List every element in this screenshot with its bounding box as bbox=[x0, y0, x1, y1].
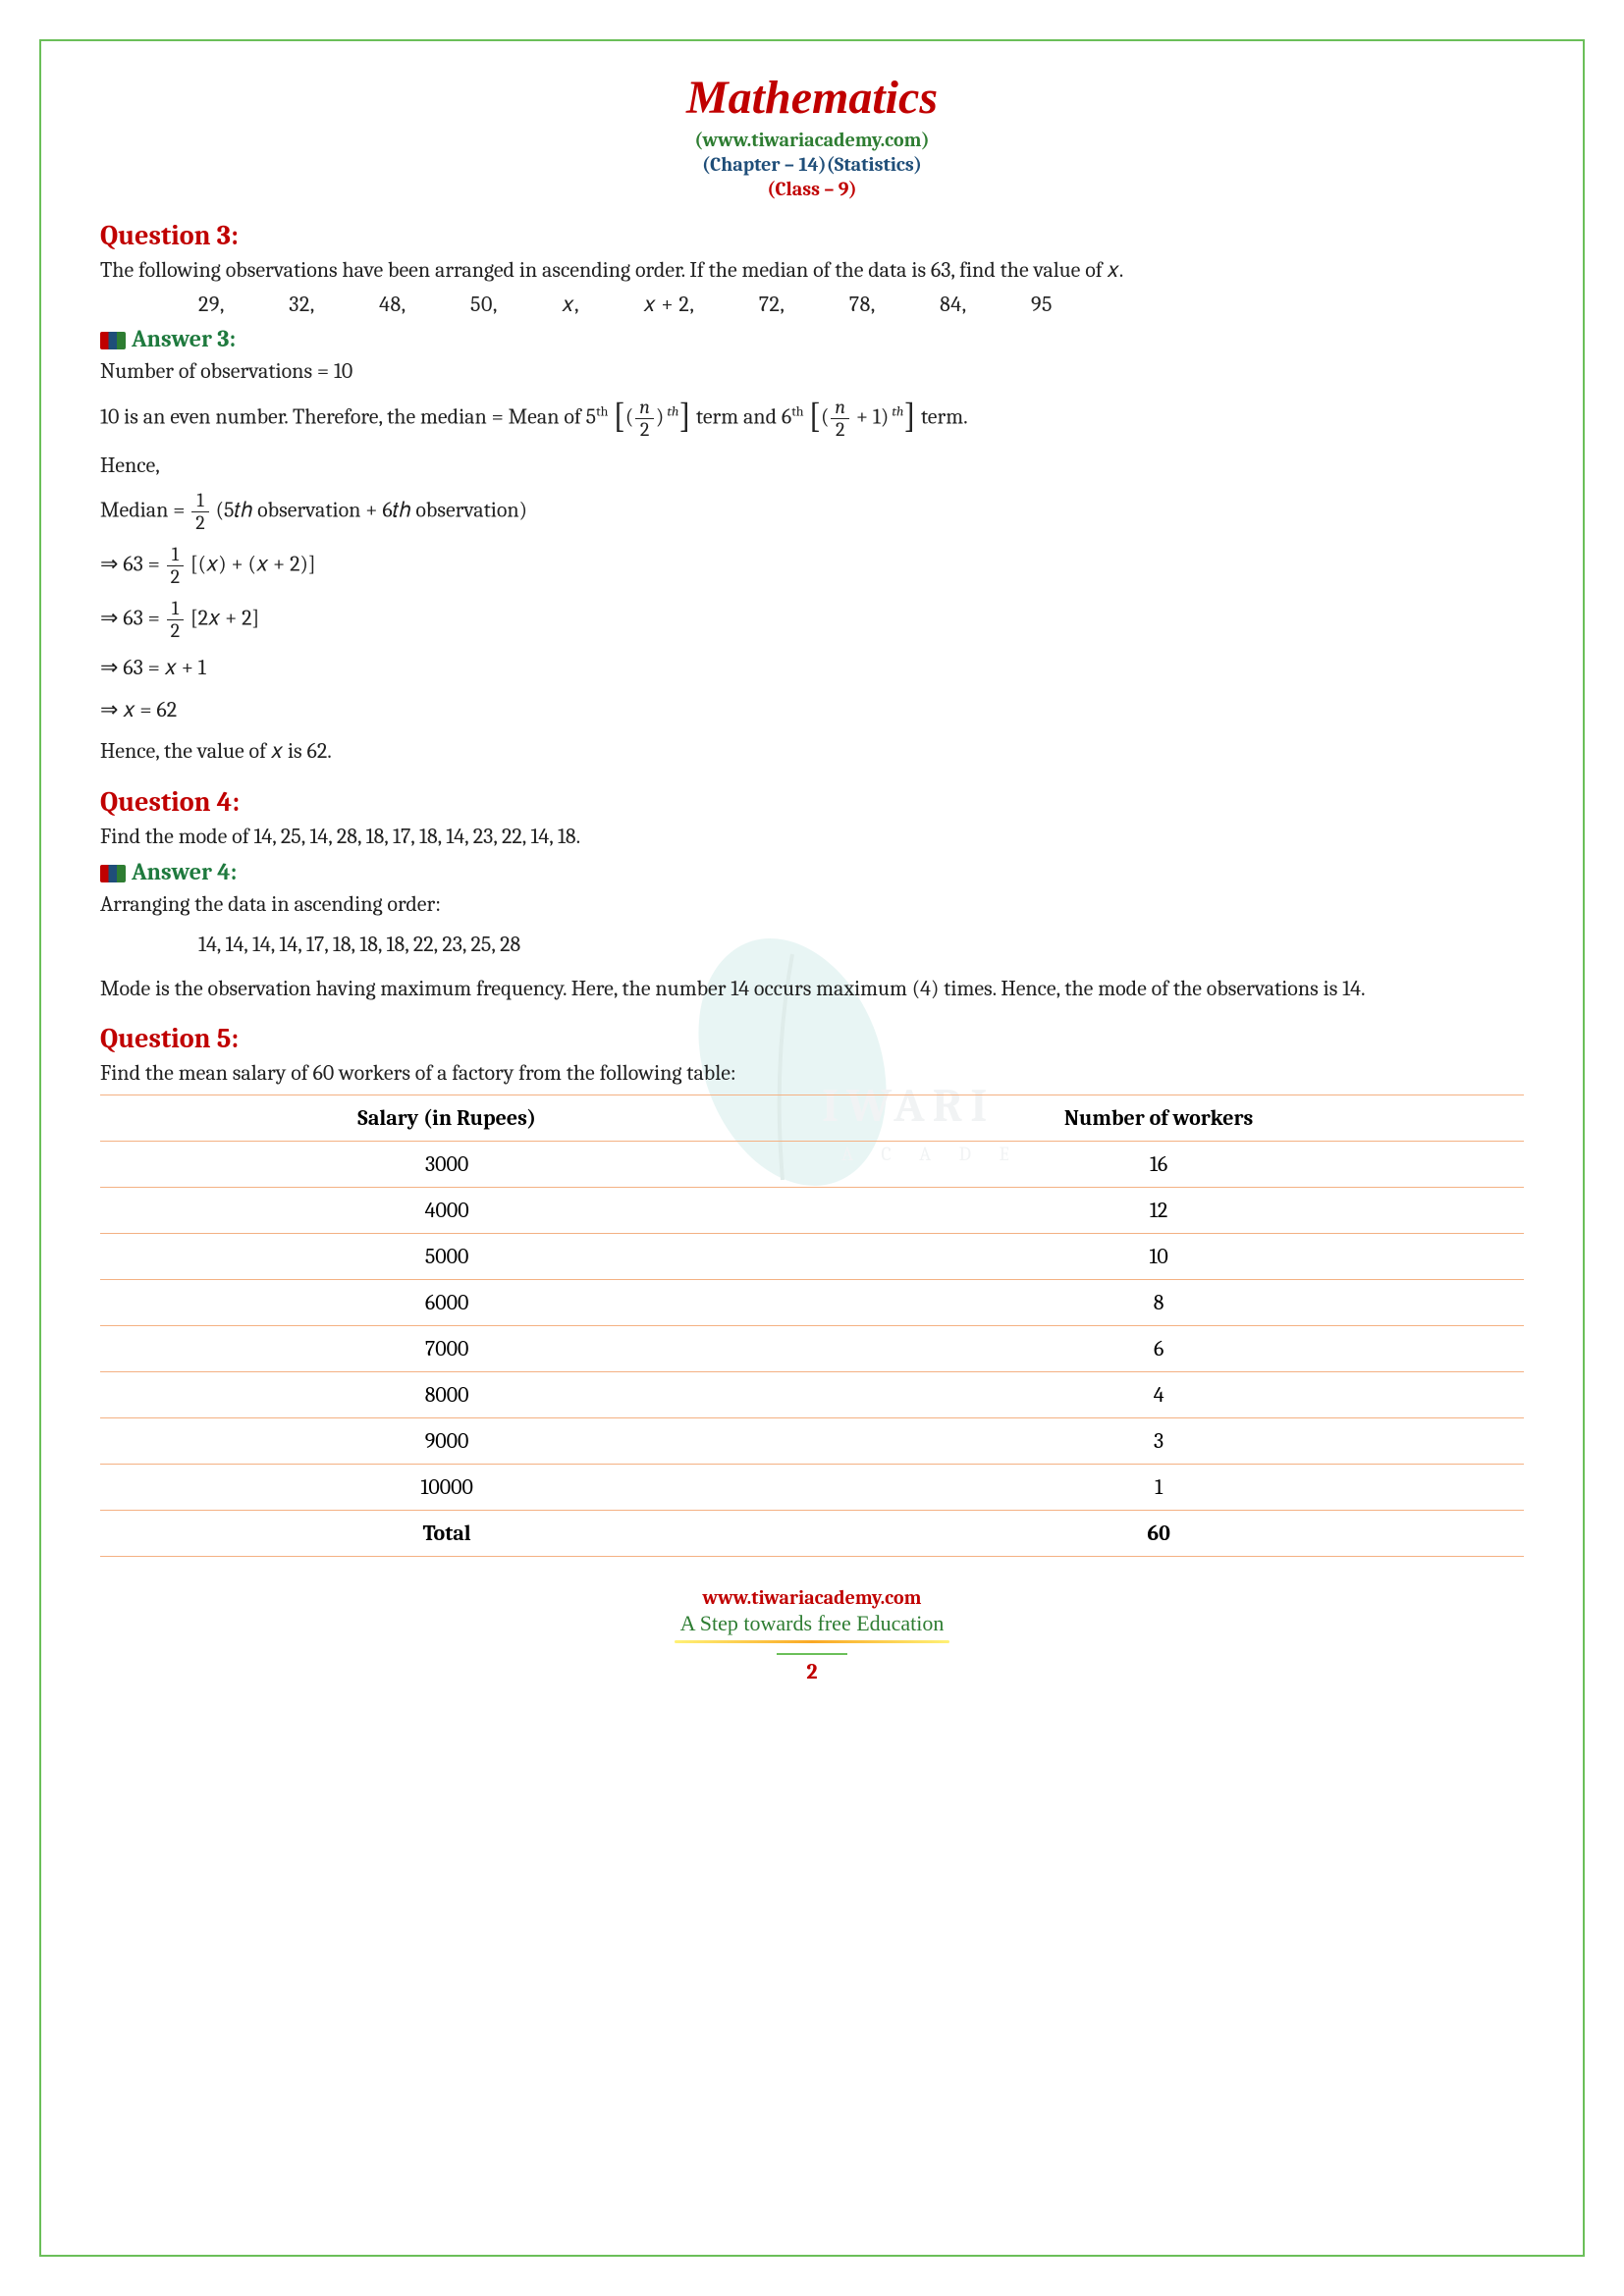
a4-l1: Arranging the data in ascending order: bbox=[100, 889, 1524, 920]
chapter: (Chapter – 14)(Statistics) bbox=[100, 153, 1524, 176]
a4-heading: Answer 4: bbox=[100, 858, 1524, 885]
q4-text: Find the mode of 14, 25, 14, 28, 18, 17,… bbox=[100, 822, 1524, 852]
table-row: 400012 bbox=[100, 1188, 1524, 1234]
q3-heading: Question 3: bbox=[100, 220, 1524, 251]
footer-tag: A Step towards free Education bbox=[100, 1611, 1524, 1636]
table-row: 70006 bbox=[100, 1326, 1524, 1372]
q3-data: 29, 32, 48, 50, 𝑥, 𝑥 + 2, 72, 78, 84, 95 bbox=[100, 292, 1524, 317]
footer-site: www.tiwariacademy.com bbox=[100, 1586, 1524, 1609]
page-container: IWARI A C A D E M Y Mathematics (www.tiw… bbox=[39, 39, 1585, 2257]
a3-hence: Hence, bbox=[100, 451, 1524, 481]
table-row: 100001 bbox=[100, 1465, 1524, 1511]
col2: Number of workers bbox=[793, 1095, 1524, 1142]
table-body: 300016 400012 500010 60008 70006 80004 9… bbox=[100, 1142, 1524, 1557]
a3-conclusion: Hence, the value of 𝑥 is 62. bbox=[100, 736, 1524, 767]
salary-table: Salary (in Rupees) Number of workers 300… bbox=[100, 1095, 1524, 1557]
q5-heading: Question 5: bbox=[100, 1023, 1524, 1054]
a4-sorted: 14, 14, 14, 14, 17, 18, 18, 18, 22, 23, … bbox=[100, 930, 1524, 960]
d: 50, bbox=[470, 292, 498, 317]
a3-heading: Answer 3: bbox=[100, 325, 1524, 352]
class: (Class – 9) bbox=[100, 178, 1524, 200]
q3-text: The following observations have been arr… bbox=[100, 255, 1524, 286]
a3-eq4: ⇒ 𝑥 = 62 bbox=[100, 694, 1524, 726]
a3-l1: Number of observations = 10 bbox=[100, 356, 1524, 387]
a3-l2: 10 is an even number. Therefore, the med… bbox=[100, 397, 1524, 441]
page-number: 2 bbox=[777, 1653, 846, 1684]
q5-text: Find the mean salary of 60 workers of a … bbox=[100, 1058, 1524, 1089]
a3-eq2: ⇒ 63 = 12 [2𝑥 + 2] bbox=[100, 598, 1524, 642]
d: 95 bbox=[1031, 292, 1053, 317]
d: 84, bbox=[940, 292, 967, 317]
table-row: 90003 bbox=[100, 1418, 1524, 1465]
d: 32, bbox=[289, 292, 315, 317]
footer-divider bbox=[675, 1640, 949, 1643]
table-row: 500010 bbox=[100, 1234, 1524, 1280]
a3-median: Median = 12 (5𝑡ℎ observation + 6𝑡ℎ obser… bbox=[100, 490, 1524, 534]
a3-eq1: ⇒ 63 = 12 [(𝑥) + (𝑥 + 2)] bbox=[100, 544, 1524, 588]
d: 𝑥 + 2, bbox=[643, 292, 694, 317]
table-row: 60008 bbox=[100, 1280, 1524, 1326]
d: 48, bbox=[379, 292, 406, 317]
footer: www.tiwariacademy.com A Step towards fre… bbox=[100, 1586, 1524, 1684]
d: 𝑥, bbox=[562, 292, 579, 317]
d: 72, bbox=[759, 292, 785, 317]
q4-heading: Question 4: bbox=[100, 786, 1524, 818]
d: 78, bbox=[849, 292, 876, 317]
title: Mathematics bbox=[100, 71, 1524, 125]
a4-l2: Mode is the observation having maximum f… bbox=[100, 974, 1524, 1004]
col1: Salary (in Rupees) bbox=[100, 1095, 793, 1142]
table-row: 80004 bbox=[100, 1372, 1524, 1418]
document-header: Mathematics (www.tiwariacademy.com) (Cha… bbox=[100, 71, 1524, 200]
a3-eq3: ⇒ 63 = 𝑥 + 1 bbox=[100, 652, 1524, 684]
table-row: 300016 bbox=[100, 1142, 1524, 1188]
website: (www.tiwariacademy.com) bbox=[100, 129, 1524, 151]
d: 29, bbox=[198, 292, 225, 317]
table-total: Total60 bbox=[100, 1511, 1524, 1557]
